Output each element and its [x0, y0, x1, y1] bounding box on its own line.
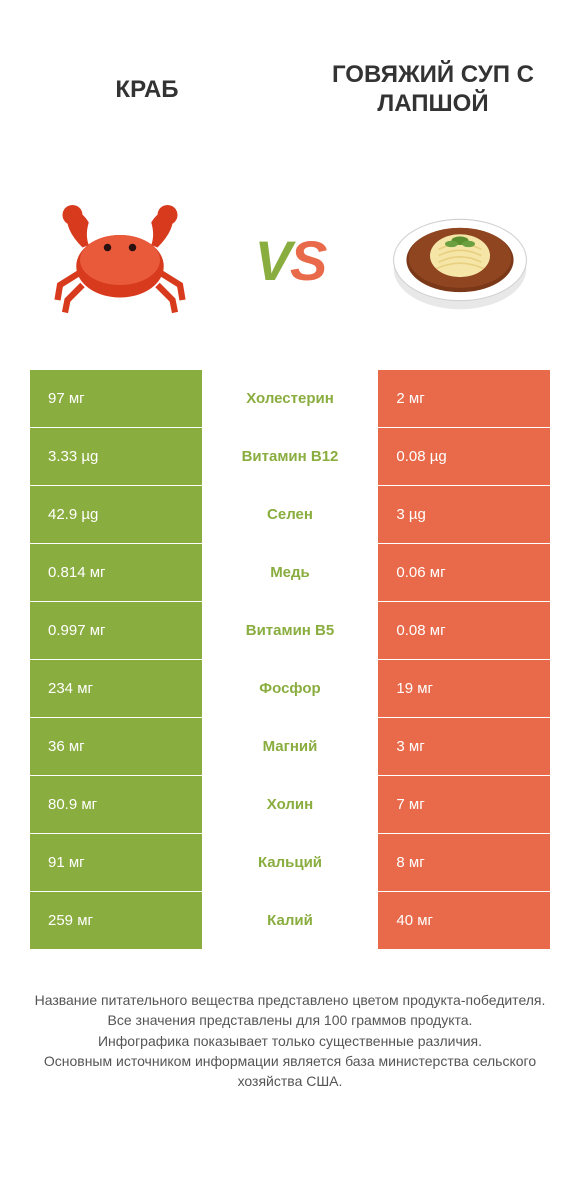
footer-line: Инфографика показывает только существенн…: [30, 1031, 550, 1051]
left-value-cell: 259 мг: [30, 892, 202, 949]
footer-line: Все значения представлены для 100 граммо…: [30, 1010, 550, 1030]
table-row: 80.9 мгХолин7 мг: [30, 776, 550, 834]
left-food-title: КРАБ: [30, 76, 264, 105]
table-row: 259 мгКалий40 мг: [30, 892, 550, 950]
vs-v: V: [255, 229, 290, 292]
right-value-cell: 3 µg: [378, 486, 550, 543]
table-row: 0.997 мгВитамин B50.08 мг: [30, 602, 550, 660]
footer-notes: Название питательного вещества представл…: [0, 950, 580, 1091]
left-value-cell: 234 мг: [30, 660, 202, 717]
crab-icon: [40, 180, 200, 340]
table-row: 36 мгМагний3 мг: [30, 718, 550, 776]
images-row: VS: [0, 160, 580, 360]
left-value-cell: 0.997 мг: [30, 602, 202, 659]
table-row: 42.9 µgСелен3 µg: [30, 486, 550, 544]
right-value-cell: 0.08 µg: [378, 428, 550, 485]
right-value-cell: 19 мг: [378, 660, 550, 717]
table-row: 234 мгФосфор19 мг: [30, 660, 550, 718]
nutrient-label: Фосфор: [202, 660, 379, 717]
table-row: 0.814 мгМедь0.06 мг: [30, 544, 550, 602]
nutrient-label: Медь: [202, 544, 379, 601]
nutrient-label: Холин: [202, 776, 379, 833]
nutrient-label: Селен: [202, 486, 379, 543]
left-value-cell: 97 мг: [30, 370, 202, 427]
table-row: 97 мгХолестерин2 мг: [30, 370, 550, 428]
right-food-title: ГОВЯЖИЙ СУП С ЛАПШОЙ: [316, 61, 550, 119]
left-value-cell: 80.9 мг: [30, 776, 202, 833]
nutrient-label: Калий: [202, 892, 379, 949]
right-value-cell: 0.08 мг: [378, 602, 550, 659]
right-value-cell: 7 мг: [378, 776, 550, 833]
right-value-cell: 2 мг: [378, 370, 550, 427]
footer-line: Основным источником информации является …: [30, 1051, 550, 1092]
right-value-cell: 40 мг: [378, 892, 550, 949]
nutrient-label: Холестерин: [202, 370, 379, 427]
comparison-table: 97 мгХолестерин2 мг3.33 µgВитамин B120.0…: [0, 360, 580, 950]
footer-line: Название питательного вещества представл…: [30, 990, 550, 1010]
soup-icon: [380, 180, 540, 340]
header: КРАБ ГОВЯЖИЙ СУП С ЛАПШОЙ: [0, 0, 580, 160]
nutrient-label: Магний: [202, 718, 379, 775]
nutrient-label: Кальций: [202, 834, 379, 891]
table-row: 91 мгКальций8 мг: [30, 834, 550, 892]
left-value-cell: 0.814 мг: [30, 544, 202, 601]
table-row: 3.33 µgВитамин B120.08 µg: [30, 428, 550, 486]
right-value-cell: 3 мг: [378, 718, 550, 775]
vs-label: VS: [255, 228, 326, 293]
nutrient-label: Витамин B12: [202, 428, 379, 485]
right-value-cell: 0.06 мг: [378, 544, 550, 601]
left-value-cell: 36 мг: [30, 718, 202, 775]
right-value-cell: 8 мг: [378, 834, 550, 891]
left-value-cell: 91 мг: [30, 834, 202, 891]
left-value-cell: 3.33 µg: [30, 428, 202, 485]
vs-s: S: [290, 229, 325, 292]
left-value-cell: 42.9 µg: [30, 486, 202, 543]
nutrient-label: Витамин B5: [202, 602, 379, 659]
